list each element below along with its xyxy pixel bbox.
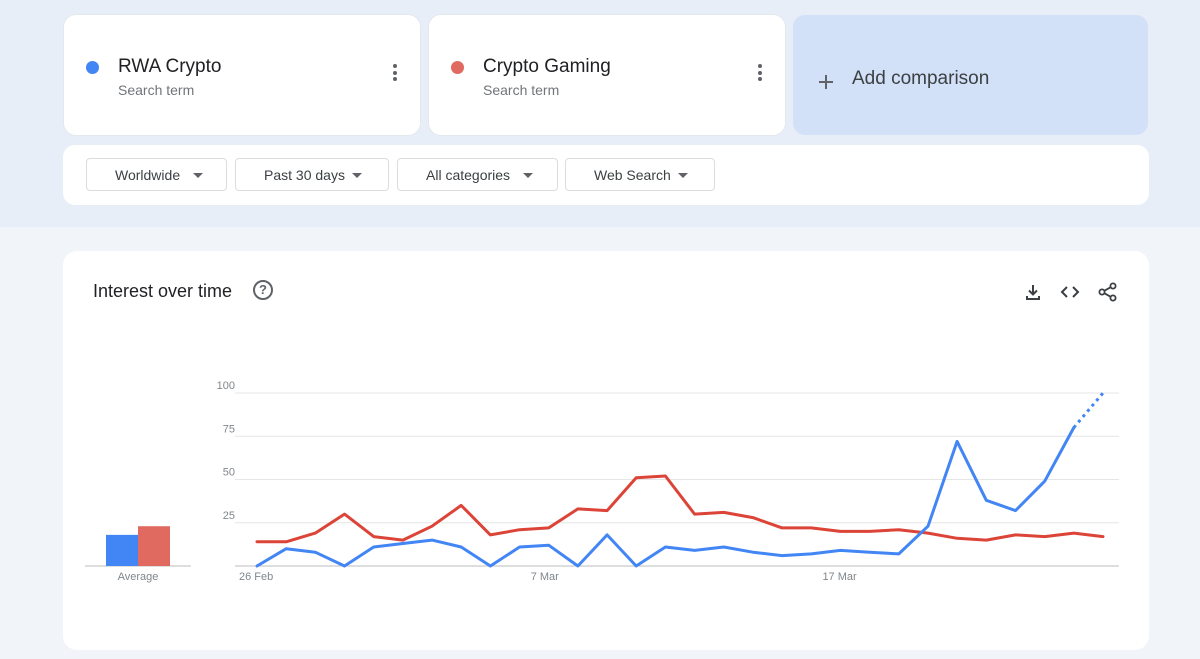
series-color-dot xyxy=(86,61,99,74)
filter-search-type-dropdown[interactable]: Web Search xyxy=(565,158,715,191)
search-term-card-rwa-crypto[interactable]: RWA Crypto Search term xyxy=(64,15,420,135)
download-icon[interactable] xyxy=(1023,282,1043,302)
search-term-subtitle: Search term xyxy=(118,82,195,98)
search-term-name: Crypto Gaming xyxy=(483,56,611,77)
series-color-dot xyxy=(451,61,464,74)
filter-label: Past 30 days xyxy=(264,167,345,183)
search-term-name: RWA Crypto xyxy=(118,56,222,77)
chevron-down-icon xyxy=(193,173,203,178)
chart-gridlines xyxy=(235,392,1119,567)
add-comparison-button[interactable]: Add comparison xyxy=(793,15,1148,135)
average-label: Average xyxy=(118,571,159,583)
chart-series xyxy=(255,392,1105,568)
chevron-down-icon xyxy=(678,173,688,178)
add-comparison-label: Add comparison xyxy=(852,68,990,89)
y-tick-label: 25 xyxy=(223,510,235,522)
y-tick-label: 100 xyxy=(217,380,235,392)
chevron-down-icon xyxy=(352,173,362,178)
filter-bar: Worldwide Past 30 days All categories We… xyxy=(63,145,1149,205)
interest-over-time-card: Interest over time ? 25 50 75 100 26 Feb 7 Ma… xyxy=(63,251,1149,650)
chevron-down-icon xyxy=(523,173,533,178)
filter-label: Web Search xyxy=(594,167,671,183)
filter-label: Worldwide xyxy=(115,167,181,183)
series-line-partial xyxy=(1072,392,1105,429)
average-bar xyxy=(138,526,170,566)
series-line xyxy=(255,474,1105,544)
more-vert-icon[interactable] xyxy=(753,64,767,88)
average-bars xyxy=(85,526,191,567)
chart-title: Interest over time xyxy=(93,281,233,301)
y-tick-label: 75 xyxy=(223,423,235,435)
average-bar xyxy=(106,534,138,566)
filter-label: All categories xyxy=(426,167,511,183)
filter-category-dropdown[interactable]: All categories xyxy=(397,158,558,191)
x-tick-label: 26 Feb xyxy=(239,571,273,583)
chart-axis-labels: 25 50 75 100 26 Feb 7 Mar 17 Mar Average xyxy=(118,380,857,583)
filter-time-dropdown[interactable]: Past 30 days xyxy=(235,158,389,191)
search-term-subtitle: Search term xyxy=(483,82,560,98)
y-tick-label: 50 xyxy=(223,467,235,479)
embed-code-icon[interactable] xyxy=(1060,282,1080,302)
filter-region-dropdown[interactable]: Worldwide xyxy=(86,158,227,191)
help-icon[interactable]: ? xyxy=(253,280,273,300)
search-term-card-crypto-gaming[interactable]: Crypto Gaming Search term xyxy=(429,15,785,135)
x-tick-label: 7 Mar xyxy=(531,571,559,583)
interest-line-chart: 25 50 75 100 26 Feb 7 Mar 17 Mar Average xyxy=(85,380,1119,583)
series-line xyxy=(255,426,1076,568)
more-vert-icon[interactable] xyxy=(388,64,402,88)
share-icon[interactable] xyxy=(1098,282,1118,302)
x-tick-label: 17 Mar xyxy=(822,571,857,583)
plus-icon xyxy=(819,75,833,89)
